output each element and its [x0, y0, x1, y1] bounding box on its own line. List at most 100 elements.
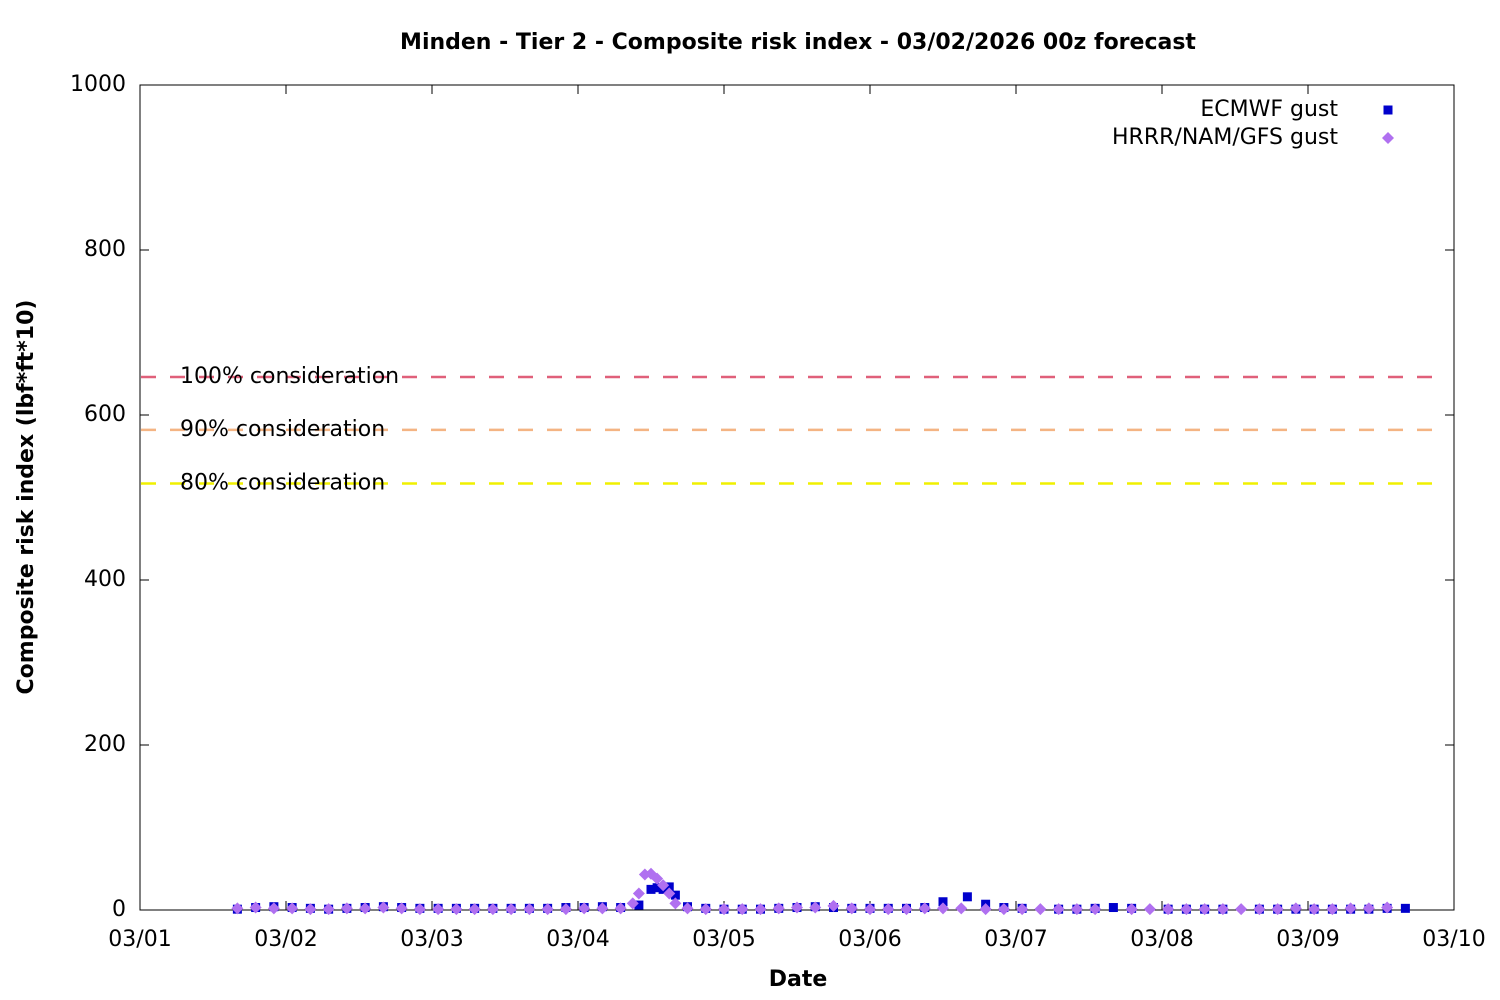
point: [578, 902, 591, 915]
point: [657, 879, 670, 892]
point: [1308, 903, 1321, 916]
point: [651, 872, 664, 885]
point: [614, 902, 627, 915]
point: [1289, 902, 1302, 915]
point: [646, 884, 656, 894]
point: [450, 903, 463, 916]
y-tick-label: 1000: [70, 72, 126, 97]
point: [559, 903, 572, 916]
point: [1198, 903, 1211, 916]
point: [413, 903, 426, 916]
point: [1125, 903, 1138, 916]
point: [900, 903, 913, 916]
legend-label: HRRR/NAM/GFS gust: [1112, 125, 1338, 150]
point: [626, 897, 639, 910]
point: [596, 902, 609, 915]
point: [322, 903, 335, 916]
point: [505, 903, 518, 916]
point: [882, 903, 895, 916]
point: [1034, 903, 1047, 916]
x-tick-label: 03/09: [1276, 927, 1339, 952]
point: [864, 903, 876, 916]
point: [286, 902, 299, 915]
x-tick-label: 03/05: [692, 927, 755, 952]
point: [652, 883, 662, 893]
point: [979, 903, 992, 916]
point: [1162, 903, 1175, 916]
point: [918, 902, 931, 915]
point: [1326, 903, 1339, 916]
point: [377, 901, 390, 914]
point: [1089, 903, 1102, 916]
point: [267, 902, 280, 915]
point: [791, 901, 803, 914]
reference-label: 90% consideration: [180, 417, 385, 442]
x-tick-label: 03/10: [1422, 927, 1485, 952]
x-tick-label: 03/02: [254, 927, 317, 952]
point: [754, 903, 767, 916]
point: [772, 902, 785, 915]
point: [359, 902, 372, 915]
point: [304, 903, 317, 916]
point: [827, 899, 840, 912]
x-tick-label: 03/01: [108, 927, 171, 952]
point: [997, 903, 1010, 916]
point: [395, 902, 408, 915]
point: [1216, 903, 1229, 916]
plot-frame: [139, 84, 1455, 911]
y-tick-label: 800: [84, 237, 126, 262]
point: [1016, 903, 1029, 916]
legend-marker: [1382, 132, 1394, 144]
point: [681, 902, 694, 915]
point: [699, 903, 712, 916]
legend-marker: [1383, 105, 1393, 115]
point: [468, 903, 481, 916]
point: [1400, 903, 1410, 913]
point: [1070, 903, 1083, 916]
point: [809, 901, 822, 914]
point: [664, 882, 674, 892]
point: [669, 897, 682, 910]
y-tick-label: 0: [112, 897, 126, 922]
chart-title: Minden - Tier 2 - Composite risk index -…: [400, 30, 1196, 55]
point: [1253, 903, 1266, 916]
point: [1271, 903, 1284, 916]
y-tick-label: 400: [84, 567, 126, 592]
point: [845, 902, 858, 915]
point: [340, 902, 353, 915]
reference-label: 100% consideration: [180, 364, 399, 389]
x-tick-label: 03/07: [984, 927, 1047, 952]
point: [1180, 903, 1193, 916]
point: [1381, 901, 1394, 914]
point: [432, 903, 445, 916]
y-axis-label: Composite risk index (lbf*ft*10): [14, 300, 39, 695]
point: [632, 887, 645, 900]
point: [670, 890, 680, 900]
x-tick-label: 03/03: [400, 927, 463, 952]
x-tick-label: 03/04: [546, 927, 609, 952]
point: [955, 902, 968, 915]
point: [937, 902, 949, 915]
point: [1108, 903, 1118, 913]
point: [231, 902, 244, 915]
y-tick-label: 200: [84, 732, 126, 757]
point: [938, 897, 948, 907]
x-axis-label: Date: [769, 967, 828, 992]
point: [1344, 902, 1357, 915]
x-tick-label: 03/06: [838, 927, 901, 952]
point: [1362, 902, 1375, 915]
point: [486, 903, 499, 916]
point: [634, 900, 644, 910]
point: [1235, 903, 1248, 916]
point: [663, 887, 676, 900]
legend-label: ECMWF gust: [1200, 97, 1338, 122]
point: [523, 903, 536, 916]
point: [1143, 903, 1156, 916]
y-tick-label: 600: [84, 402, 126, 427]
reference-label: 80% consideration: [180, 470, 385, 495]
point: [1052, 903, 1065, 916]
point: [962, 892, 972, 902]
point: [736, 903, 749, 916]
